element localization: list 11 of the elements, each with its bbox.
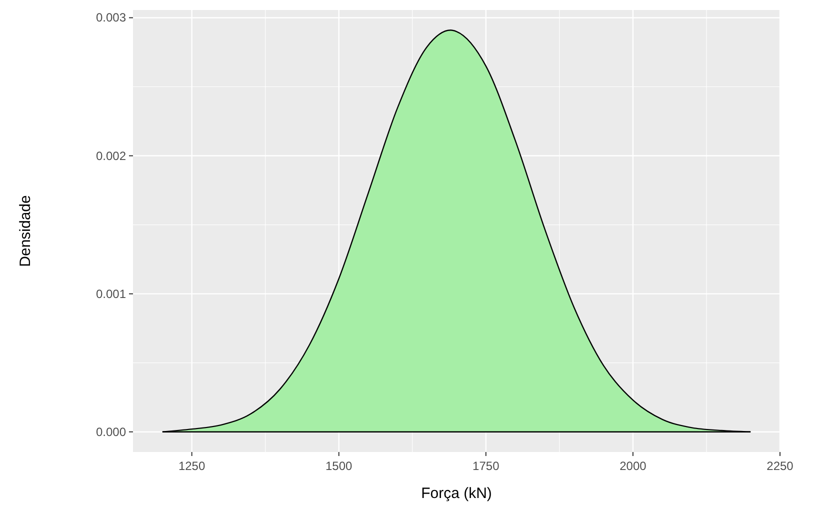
y-tick-label: 0.000 <box>96 424 126 439</box>
y-axis-title: Densidade <box>17 195 34 267</box>
x-tick-label: 1250 <box>178 459 206 473</box>
x-tick-label: 1500 <box>326 459 353 473</box>
y-tick-label: 0.001 <box>96 286 126 301</box>
x-tick-label: 1750 <box>472 459 500 473</box>
y-tick-label: 0.002 <box>96 148 126 163</box>
x-tick-label: 2000 <box>620 459 647 473</box>
y-tick-label: 0.003 <box>96 10 126 25</box>
x-tick-label: 2250 <box>766 459 794 473</box>
x-axis-title: Força (kN) <box>421 485 492 502</box>
